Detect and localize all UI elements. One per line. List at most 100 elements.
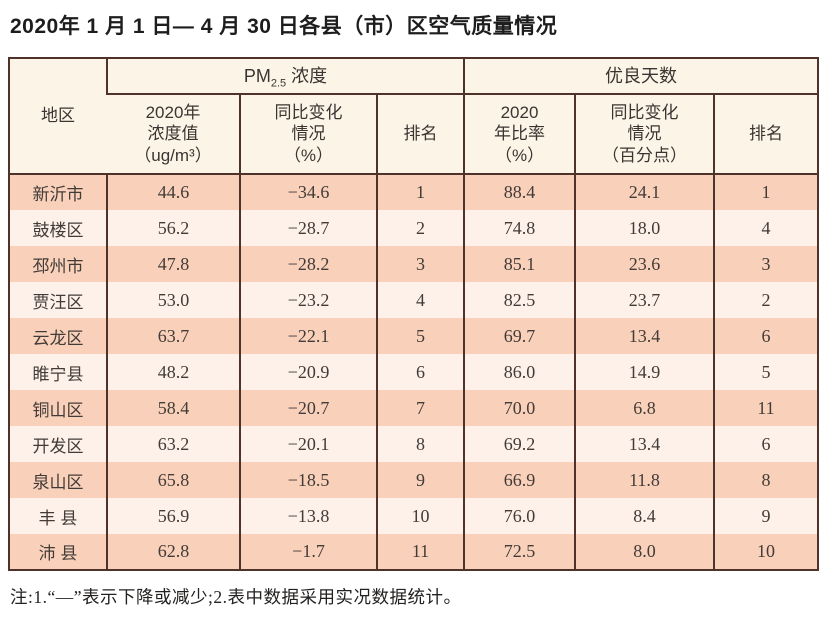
region-cell: 丰 县 bbox=[9, 498, 107, 534]
value-cell: 72.5 bbox=[463, 534, 576, 570]
value-cell: 8 bbox=[375, 426, 465, 462]
table-row: 泉山区 65.8 −18.5 9 66.9 11.8 8 bbox=[9, 462, 819, 498]
value-cell: 69.7 bbox=[463, 318, 576, 354]
value-cell: 44.6 bbox=[106, 174, 240, 210]
table-row: 沛 县 62.8 −1.7 11 72.5 8.0 10 bbox=[9, 534, 819, 570]
pm25-label-subscript: 2.5 bbox=[270, 77, 287, 90]
value-cell: 58.4 bbox=[106, 390, 240, 426]
region-cell: 云龙区 bbox=[9, 318, 107, 354]
value-cell: 5 bbox=[375, 318, 465, 354]
pm25-label-prefix: PM bbox=[243, 65, 271, 86]
value-cell: 9 bbox=[375, 462, 465, 498]
value-cell: 47.8 bbox=[106, 246, 240, 282]
value-cell: 8.4 bbox=[574, 498, 715, 534]
header-pm-change: 同比变化 情况 （%） bbox=[239, 94, 377, 175]
value-cell: −20.9 bbox=[239, 354, 377, 390]
table-row: 新沂市 44.6 −34.6 1 88.4 24.1 1 bbox=[9, 174, 819, 210]
value-cell: 1 bbox=[375, 174, 465, 210]
region-cell: 邳州市 bbox=[9, 246, 107, 282]
region-cell: 铜山区 bbox=[9, 390, 107, 426]
header-gd-ratio: 2020 年比率 （%） bbox=[463, 94, 576, 175]
header-group-row: 地区 PM2.5 浓度 优良天数 bbox=[9, 58, 819, 175]
value-cell: 23.7 bbox=[574, 282, 715, 318]
header-pm25-group: PM2.5 浓度 bbox=[105, 58, 465, 95]
value-cell: 76.0 bbox=[463, 498, 576, 534]
value-cell: 2 bbox=[375, 210, 465, 246]
value-cell: −20.1 bbox=[239, 426, 377, 462]
header-region: 地区 bbox=[9, 58, 107, 175]
table-row: 铜山区 58.4 −20.7 7 70.0 6.8 11 bbox=[9, 390, 819, 426]
value-cell: −22.1 bbox=[239, 318, 377, 354]
table-row: 贾汪区 53.0 −23.2 4 82.5 23.7 2 bbox=[9, 282, 819, 318]
value-cell: 8.0 bbox=[574, 534, 715, 570]
value-cell: 3 bbox=[375, 246, 465, 282]
table-row: 丰 县 56.9 −13.8 10 76.0 8.4 9 bbox=[9, 498, 819, 534]
value-cell: 7 bbox=[375, 390, 465, 426]
value-cell: −20.7 bbox=[239, 390, 377, 426]
header-gd-change: 同比变化 情况 （百分点） bbox=[574, 94, 715, 175]
value-cell: 9 bbox=[713, 498, 819, 534]
value-cell: 86.0 bbox=[463, 354, 576, 390]
value-cell: 4 bbox=[713, 210, 819, 246]
value-cell: 5 bbox=[713, 354, 819, 390]
value-cell: 23.6 bbox=[574, 246, 715, 282]
header-gd-rank: 排名 bbox=[713, 94, 819, 175]
value-cell: −23.2 bbox=[239, 282, 377, 318]
value-cell: 24.1 bbox=[574, 174, 715, 210]
header-pm-value: 2020年 浓度值 （ug/m³） bbox=[107, 94, 240, 175]
region-cell: 泉山区 bbox=[9, 462, 107, 498]
region-cell: 开发区 bbox=[9, 426, 107, 462]
value-cell: 13.4 bbox=[574, 318, 715, 354]
value-cell: 14.9 bbox=[574, 354, 715, 390]
table-row: 睢宁县 48.2 −20.9 6 86.0 14.9 5 bbox=[9, 354, 819, 390]
value-cell: 63.7 bbox=[106, 318, 240, 354]
value-cell: 74.8 bbox=[463, 210, 576, 246]
region-cell: 睢宁县 bbox=[9, 354, 107, 390]
value-cell: 13.4 bbox=[574, 426, 715, 462]
header-pm-rank: 排名 bbox=[375, 94, 465, 175]
value-cell: 4 bbox=[375, 282, 465, 318]
value-cell: 62.8 bbox=[106, 534, 240, 570]
value-cell: 85.1 bbox=[463, 246, 576, 282]
value-cell: 3 bbox=[713, 246, 819, 282]
value-cell: −18.5 bbox=[239, 462, 377, 498]
value-cell: −28.2 bbox=[239, 246, 377, 282]
air-quality-table: 地区 PM2.5 浓度 优良天数 2020年 浓度值 （ug/m³） 同比变化 … bbox=[8, 57, 820, 571]
value-cell: 63.2 bbox=[106, 426, 240, 462]
value-cell: 6 bbox=[713, 318, 819, 354]
header-good-days-group: 优良天数 bbox=[463, 58, 819, 95]
value-cell: 82.5 bbox=[463, 282, 576, 318]
table-row: 鼓楼区 56.2 −28.7 2 74.8 18.0 4 bbox=[9, 210, 819, 246]
value-cell: 2 bbox=[713, 282, 819, 318]
table-row: 邳州市 47.8 −28.2 3 85.1 23.6 3 bbox=[9, 246, 819, 282]
value-cell: 18.0 bbox=[574, 210, 715, 246]
value-cell: 6 bbox=[713, 426, 819, 462]
region-cell: 沛 县 bbox=[9, 534, 107, 570]
value-cell: −28.7 bbox=[239, 210, 377, 246]
page-title: 2020年 1 月 1 日— 4 月 30 日各县（市）区空气质量情况 bbox=[10, 15, 558, 38]
value-cell: 53.0 bbox=[106, 282, 240, 318]
table-row: 云龙区 63.7 −22.1 5 69.7 13.4 6 bbox=[9, 318, 819, 354]
value-cell: 88.4 bbox=[463, 174, 576, 210]
region-cell: 新沂市 bbox=[9, 174, 107, 210]
value-cell: 8 bbox=[713, 462, 819, 498]
value-cell: −13.8 bbox=[239, 498, 377, 534]
value-cell: 10 bbox=[713, 534, 819, 570]
value-cell: 70.0 bbox=[463, 390, 576, 426]
value-cell: 69.2 bbox=[463, 426, 576, 462]
value-cell: 6 bbox=[375, 354, 465, 390]
region-cell: 贾汪区 bbox=[9, 282, 107, 318]
value-cell: −1.7 bbox=[239, 534, 377, 570]
pm25-label-suffix: 浓度 bbox=[286, 65, 328, 86]
value-cell: 11.8 bbox=[574, 462, 715, 498]
value-cell: 48.2 bbox=[106, 354, 240, 390]
value-cell: 56.9 bbox=[106, 498, 240, 534]
table-header: 地区 PM2.5 浓度 优良天数 2020年 浓度值 （ug/m³） 同比变化 … bbox=[9, 58, 819, 175]
footnote: 注:1.“—”表示下降或减少;2.表中数据采用实况数据统计。 bbox=[10, 587, 462, 607]
value-cell: 65.8 bbox=[106, 462, 240, 498]
value-cell: 6.8 bbox=[574, 390, 715, 426]
header-sub-row: 2020年 浓度值 （ug/m³） 同比变化 情况 （%） 排名 2020 年比… bbox=[9, 94, 819, 175]
value-cell: 1 bbox=[713, 174, 819, 210]
value-cell: 11 bbox=[375, 534, 465, 570]
